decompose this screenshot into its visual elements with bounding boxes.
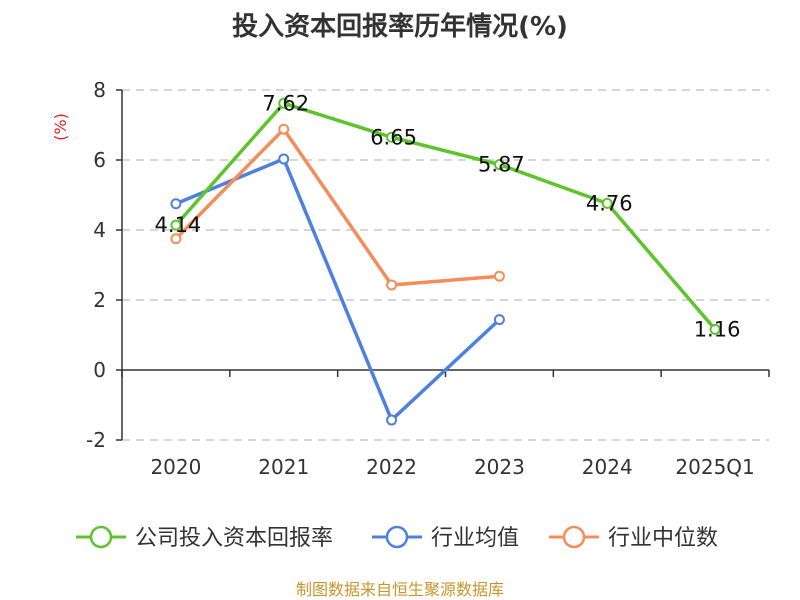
axes: -2 0 2 4 6 8 2020 2021 2022 2023 2024 2025Q1 (86, 78, 770, 479)
y-axis-unit-label: (%) (51, 113, 70, 141)
legend-label: 公司投入资本回报率 (135, 526, 333, 551)
data-point (493, 314, 505, 326)
series-line (175, 157, 501, 422)
chart-title: 投入资本回报率历年情况(%) (232, 12, 568, 42)
legend[interactable]: 公司投入资本回报率 行业均值 行业中位数 (76, 525, 718, 551)
data-point (493, 270, 505, 282)
data-point (386, 414, 398, 426)
series-line (174, 127, 500, 287)
legend-item-0[interactable]: 公司投入资本回报率 (76, 525, 333, 551)
legend-swatch-marker (89, 525, 113, 549)
series-2 (170, 123, 505, 291)
data-point (170, 198, 182, 210)
data-label: 4.14 (155, 213, 202, 237)
legend-item-1[interactable]: 行业均值 (372, 525, 519, 551)
y-tick-label: 8 (93, 78, 106, 102)
data-label: 1.16 (694, 317, 741, 341)
y-tick-label: 4 (93, 218, 106, 242)
data-point (170, 233, 182, 245)
data-label: 6.65 (370, 125, 417, 149)
x-tick-label: 2020 (150, 455, 201, 479)
data-label: 5.87 (478, 153, 525, 177)
data-label: 7.62 (262, 91, 309, 115)
data-point (386, 131, 398, 143)
x-tick-label: 2024 (582, 455, 633, 479)
data-point (709, 323, 721, 335)
data-point (278, 97, 290, 109)
x-tick-label: 2021 (258, 455, 309, 479)
y-tick-label: 2 (93, 288, 106, 312)
data-point (386, 279, 398, 291)
y-tick-label: 6 (93, 148, 106, 172)
series-line (174, 101, 717, 331)
legend-swatch-marker (385, 525, 409, 549)
legend-swatch-marker (562, 525, 586, 549)
series-1 (170, 153, 505, 426)
data-point (278, 153, 290, 165)
source-note: 制图数据来自恒生聚源数据库 (295, 580, 504, 599)
x-tick-label: 2025Q1 (675, 455, 754, 479)
legend-item-2[interactable]: 行业中位数 (549, 525, 718, 551)
x-tick-label: 2022 (366, 455, 417, 479)
data-point (493, 159, 505, 171)
data-point (601, 197, 613, 209)
series-lines (170, 97, 721, 426)
data-label: 4.76 (586, 191, 633, 215)
data-labels: 4.14 7.62 6.65 5.87 4.76 1.16 (155, 91, 741, 341)
legend-label: 行业中位数 (608, 526, 718, 551)
series-0 (170, 97, 721, 335)
data-point (170, 219, 182, 231)
y-tick-label: -2 (86, 428, 106, 452)
legend-label: 行业均值 (431, 526, 519, 551)
data-point (278, 123, 290, 135)
gridlines (122, 89, 769, 441)
x-tick-label: 2023 (474, 455, 525, 479)
y-tick-label: 0 (93, 358, 106, 382)
